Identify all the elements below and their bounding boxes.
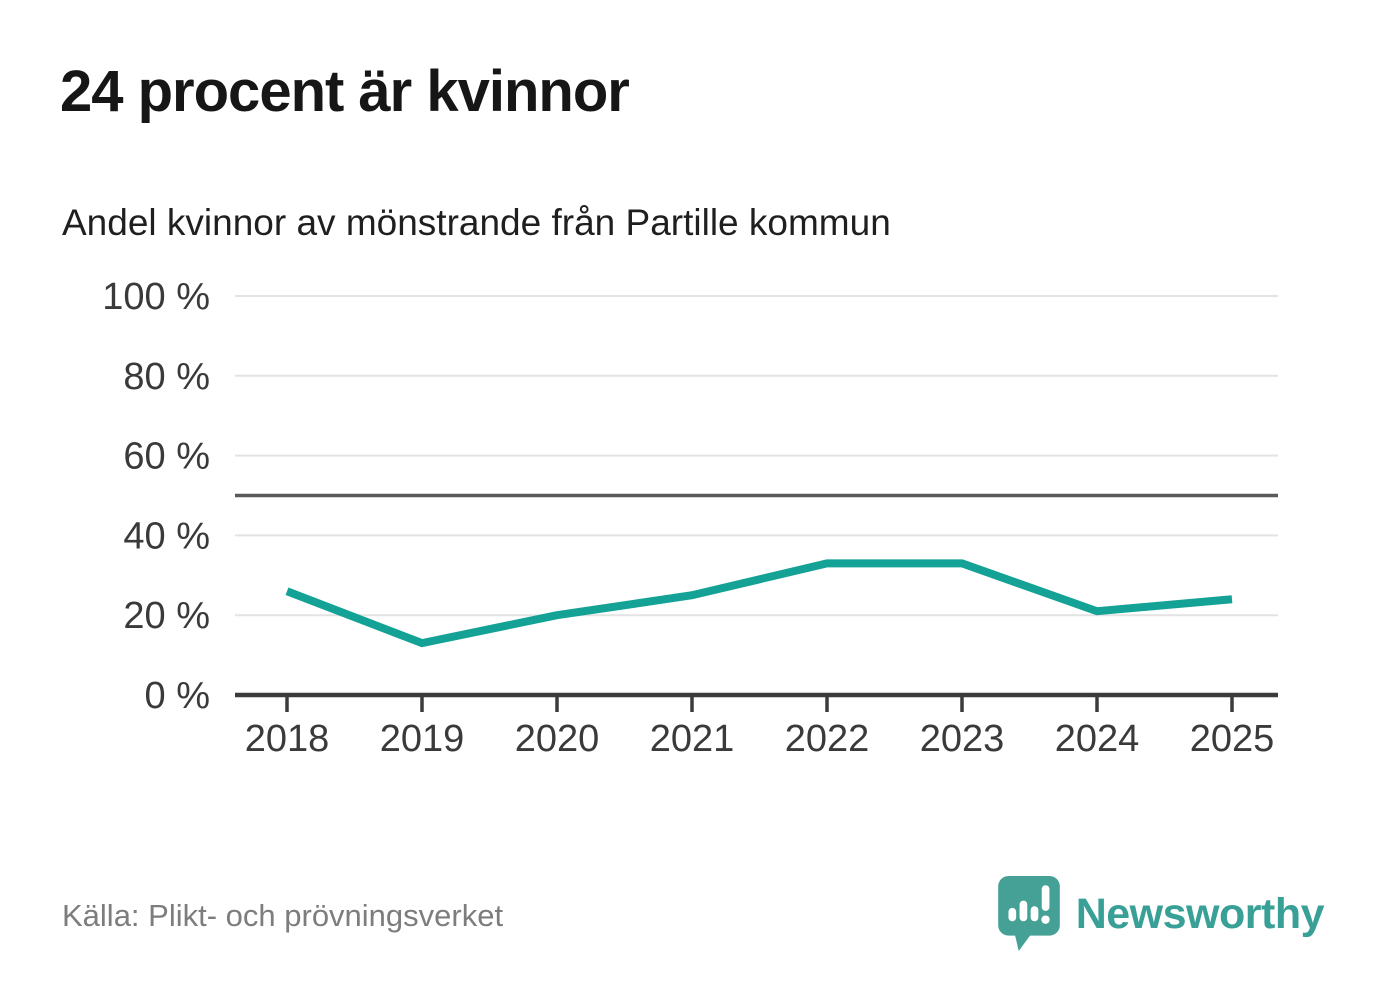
newsworthy-logo: Newsworthy xyxy=(997,876,1325,952)
data-line xyxy=(285,559,1233,648)
chart-subtitle: Andel kvinnor av mönstrande från Partill… xyxy=(62,202,891,243)
newsworthy-logo-icon xyxy=(997,876,1060,951)
x-tick-label: 2018 xyxy=(245,718,330,760)
y-tick-label: 0 % xyxy=(145,675,210,717)
source-caption: Källa: Plikt- och prövningsverket xyxy=(62,898,504,933)
x-tick-label: 2022 xyxy=(785,718,870,760)
y-tick-label: 60 % xyxy=(123,436,210,478)
y-tick-label: 80 % xyxy=(123,356,210,398)
x-tick-label: 2021 xyxy=(650,718,735,760)
x-tick-label: 2024 xyxy=(1055,718,1140,760)
x-tick-label: 2023 xyxy=(920,718,1005,760)
newsworthy-wordmark: Newsworthy xyxy=(1075,889,1325,938)
x-tick-label: 2019 xyxy=(380,718,465,760)
y-tick-label: 40 % xyxy=(123,515,210,557)
y-tick-label: 20 % xyxy=(123,595,210,637)
x-tick-label: 2025 xyxy=(1190,718,1275,760)
page-title: 24 procent är kvinnor xyxy=(60,59,630,124)
x-tick-label: 2020 xyxy=(515,718,600,760)
y-tick-label: 100 % xyxy=(102,276,210,318)
